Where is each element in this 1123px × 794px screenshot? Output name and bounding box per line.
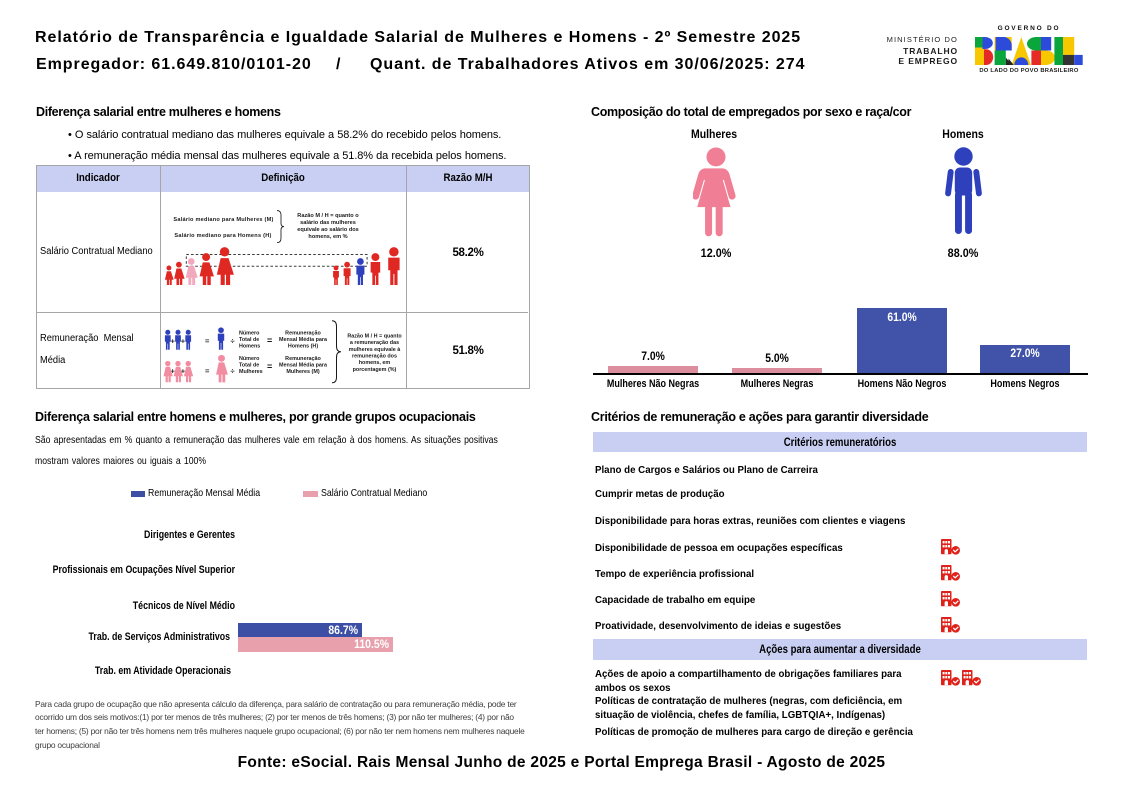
svg-text:Número: Número [239,356,260,362]
svg-text:Total de: Total de [239,337,259,343]
svg-text:Razão M / H = quanto o: Razão M / H = quanto o [297,213,359,219]
svg-text:÷: ÷ [231,337,235,346]
svg-text:homens, em: homens, em [359,360,391,366]
svg-text:Salário mediano para Mulheres: Salário mediano para Mulheres (M) [173,217,273,223]
svg-text:Homens (H): Homens (H) [288,344,318,350]
svg-text:÷: ÷ [231,367,235,376]
svg-text:salário das mulheres: salário das mulheres [300,220,356,226]
svg-text:+: + [171,367,176,376]
svg-text:homens, em %: homens, em % [308,234,347,240]
svg-text:=: = [205,337,210,346]
svg-text:Remuneração: Remuneração [285,330,321,336]
svg-text:equivale ao salário dos: equivale ao salário dos [297,227,359,233]
svg-text:Mulheres (M): Mulheres (M) [286,369,319,375]
svg-text:Remuneração: Remuneração [285,356,321,362]
svg-text:porcentagem (%): porcentagem (%) [353,367,397,373]
svg-text:=: = [267,336,272,346]
svg-text:+: + [181,367,186,376]
svg-text:Número: Número [239,330,260,336]
svg-text:+: + [171,337,176,346]
svg-text:Mulheres: Mulheres [239,369,263,375]
svg-text:Mensal Média para: Mensal Média para [279,337,328,343]
svg-text:Total de: Total de [239,363,259,369]
svg-text:=: = [205,367,210,376]
svg-text:mulheres equivale à: mulheres equivale à [349,347,402,353]
svg-text:Mensal Média para: Mensal Média para [279,363,328,369]
svg-text:remuneração dos: remuneração dos [352,353,397,359]
svg-text:Razão M / H = quanto: Razão M / H = quanto [347,333,402,339]
svg-text:Homens: Homens [239,344,260,350]
svg-text:=: = [267,362,272,372]
svg-text:+: + [181,337,186,346]
svg-text:a remuneração das: a remuneração das [350,340,399,346]
svg-text:Salário mediano para Homens (H: Salário mediano para Homens (H) [174,233,271,239]
